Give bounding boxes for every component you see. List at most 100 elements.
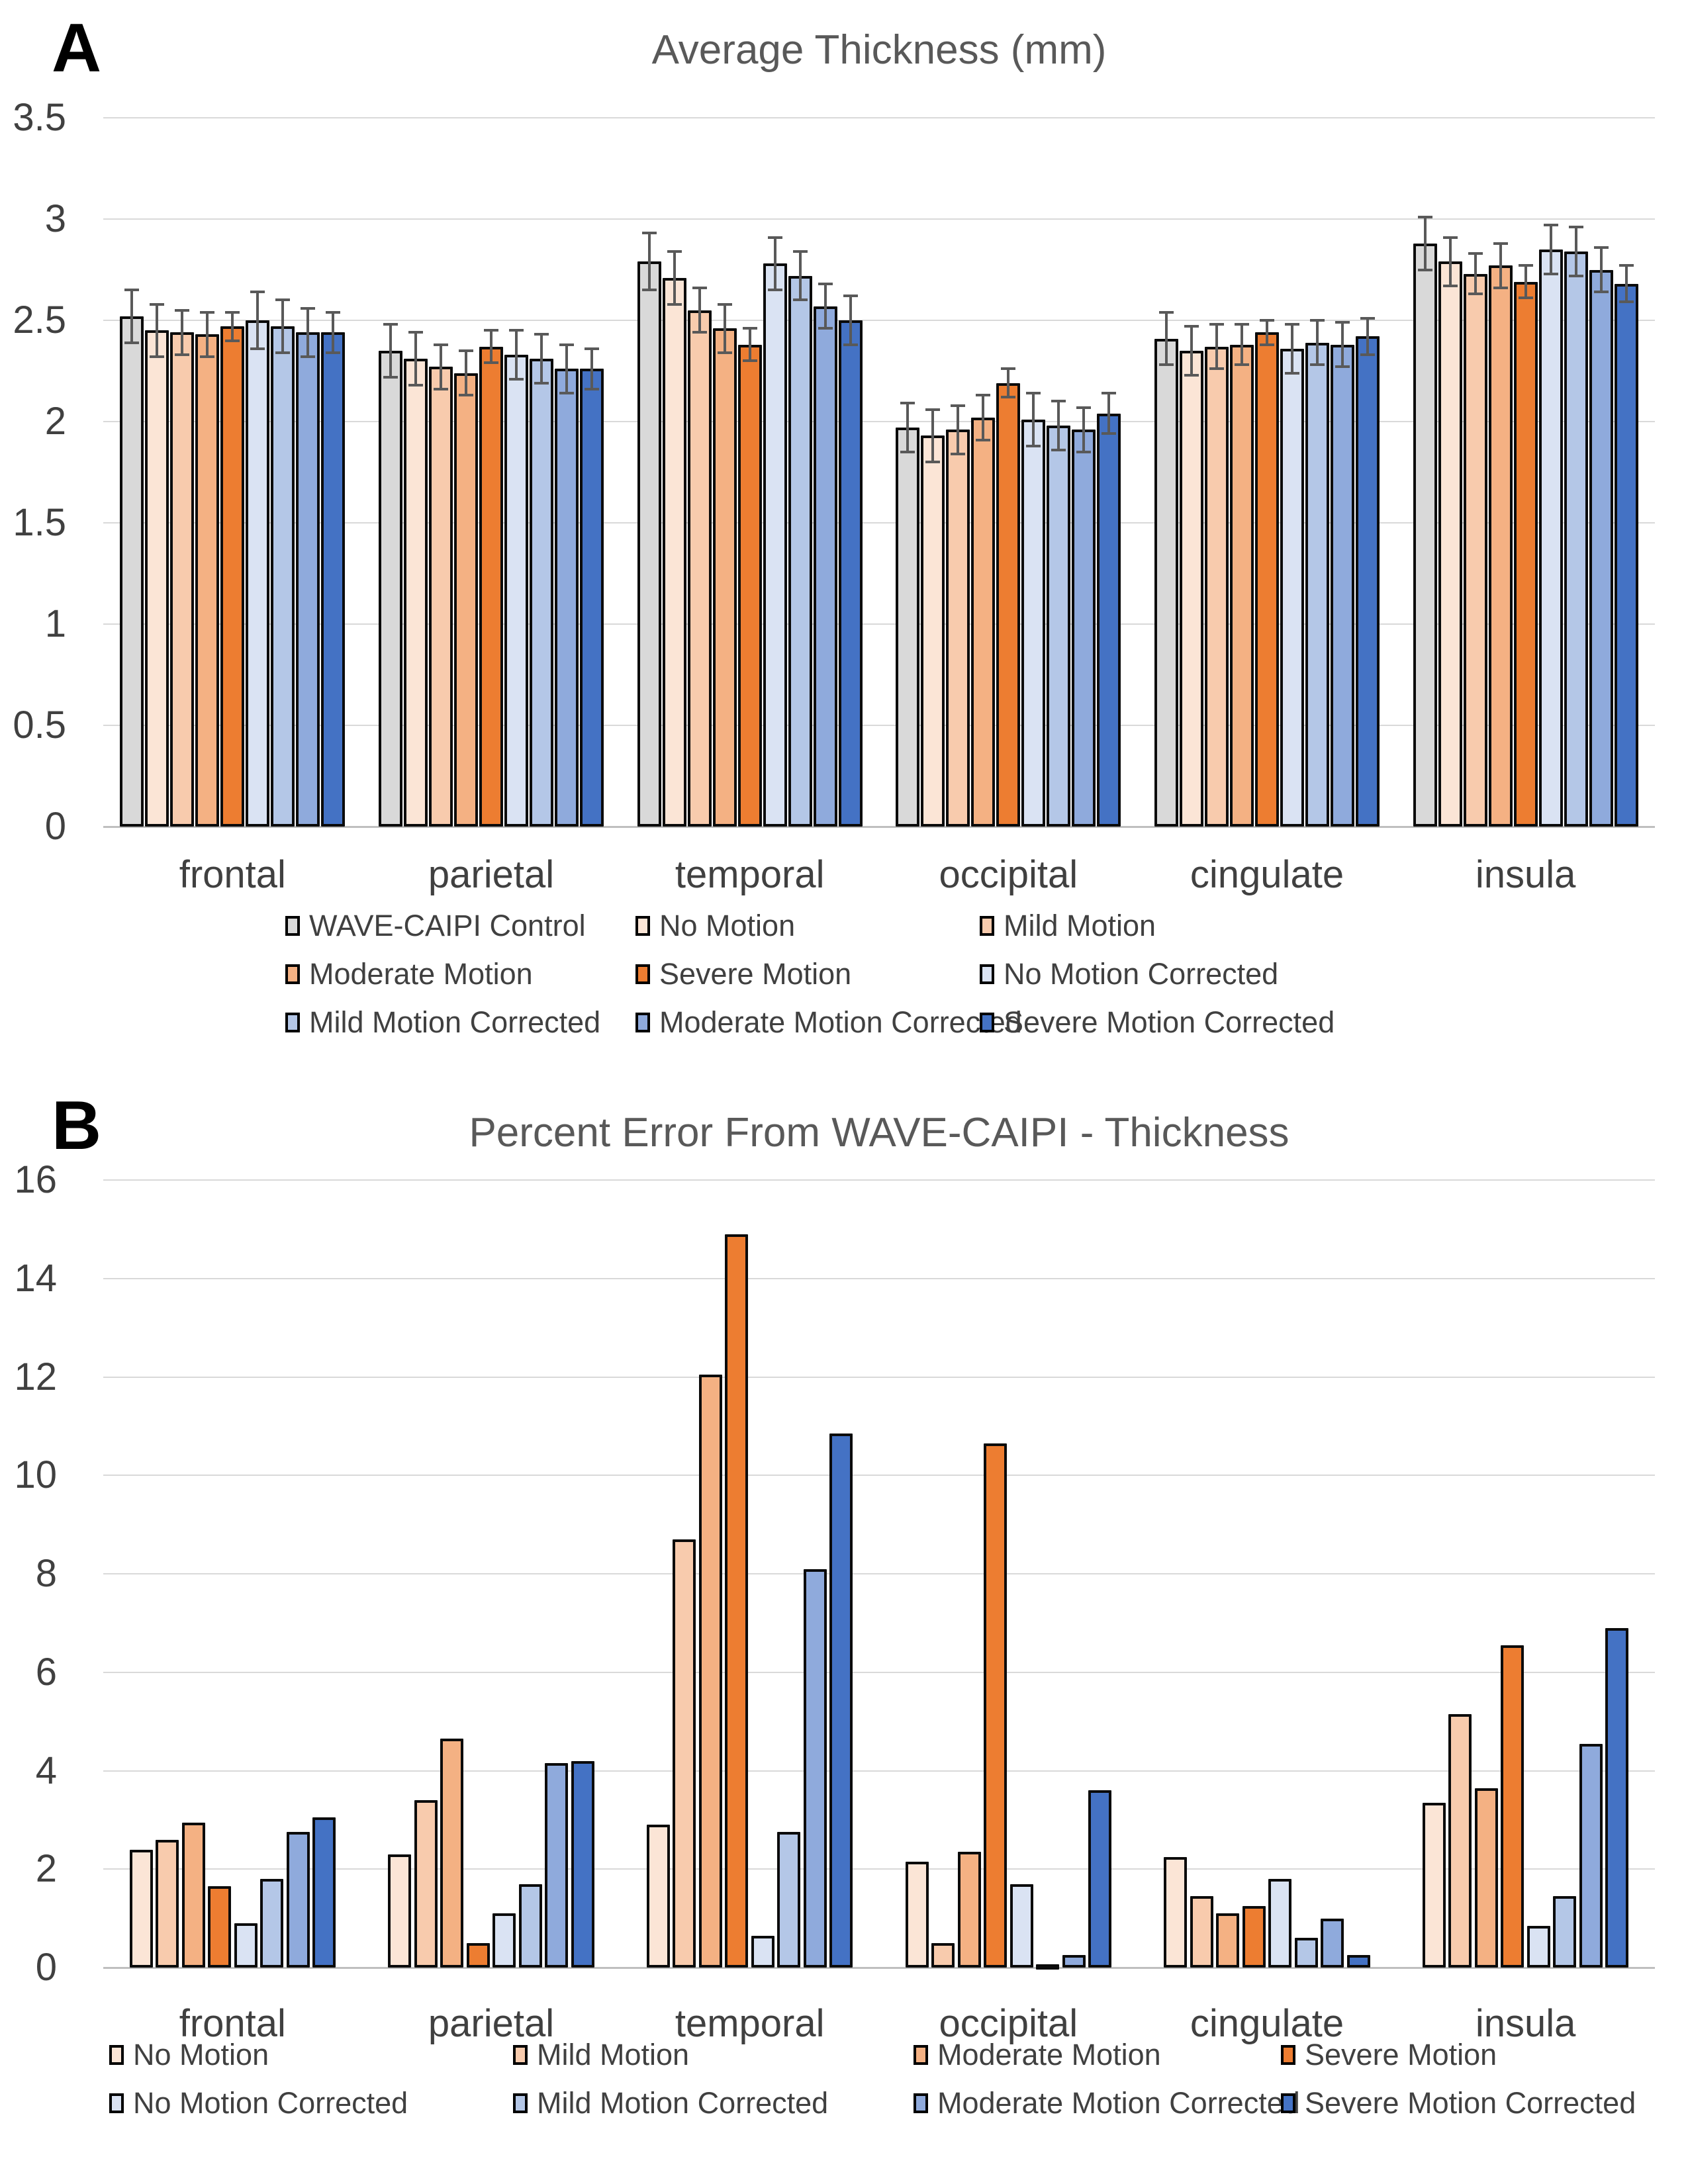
- bar-temporal-moderate-motion: [698, 1374, 722, 1968]
- bar-occipital-severe-motion-corrected: [1097, 413, 1121, 827]
- legend-label-mild-motion: Mild Motion: [1004, 909, 1156, 942]
- bar-frontal-severe-motion-corrected: [312, 1817, 336, 1968]
- bar-insula-severe-motion: [1501, 1645, 1524, 1968]
- error-bar-insula-moderate-motion-corrected: [1599, 247, 1603, 293]
- error-bar-cap-bottom: [976, 438, 991, 441]
- bar-temporal-wave-caipi-control: [637, 261, 661, 827]
- bar-temporal-severe-motion: [725, 1234, 749, 1968]
- error-bar-cap-bottom: [717, 351, 732, 354]
- y-axis-tick-label: 2.5: [13, 298, 66, 341]
- error-bar-occipital-wave-caipi-control: [906, 403, 910, 452]
- error-bar-cap-bottom: [484, 361, 498, 365]
- error-bar-cap-bottom: [1543, 272, 1558, 275]
- error-bar-frontal-wave-caipi-control: [130, 290, 134, 343]
- error-bar-cap-bottom: [383, 375, 398, 379]
- bar-parietal-no-motion-corrected: [492, 1913, 516, 1968]
- error-bar-cap-top: [1076, 406, 1092, 409]
- gridline: [103, 421, 1655, 422]
- bar-cingulate-severe-motion-corrected: [1356, 336, 1380, 827]
- bar-frontal-mild-motion-corrected: [271, 326, 295, 827]
- error-bar-cap-bottom: [434, 388, 448, 391]
- x-axis-label-insula: insula: [1475, 853, 1576, 896]
- bar-insula-severe-motion: [1513, 281, 1538, 827]
- y-axis-tick-label: 14: [14, 1256, 57, 1300]
- gridline: [103, 1671, 1655, 1673]
- y-axis-tick-label: 12: [14, 1355, 57, 1398]
- bar-temporal-severe-motion-corrected: [838, 320, 863, 827]
- legend-label-mild-motion: Mild Motion: [537, 2038, 690, 2071]
- error-bar-cap-bottom: [225, 339, 240, 342]
- error-bar-cap-top: [1209, 323, 1224, 326]
- legend-swatch-no-motion-corrected: [980, 964, 994, 984]
- bar-temporal-no-motion: [662, 277, 686, 827]
- error-bar-cap-bottom: [1360, 353, 1375, 357]
- bar-frontal-mild-motion: [170, 332, 195, 827]
- legend-label-no-motion-corrected: No Motion Corrected: [1004, 957, 1279, 991]
- bar-temporal-severe-motion: [737, 344, 762, 827]
- bar-parietal-no-motion: [404, 359, 428, 827]
- error-bar-cap-bottom: [1417, 268, 1432, 271]
- bar-occipital-severe-motion-corrected: [1088, 1790, 1112, 1968]
- legend-swatch-wave-caipi-control: [285, 916, 300, 936]
- error-bar-cap-top: [900, 402, 915, 405]
- error-bar-cap-bottom: [1260, 343, 1274, 346]
- bar-insula-no-motion-corrected: [1526, 1925, 1550, 1968]
- legend-swatch-severe-motion-corrected: [980, 1013, 994, 1032]
- bar-parietal-wave-caipi-control: [379, 350, 402, 827]
- error-bar-cap-bottom: [1493, 287, 1508, 290]
- error-bar-cap-bottom: [900, 450, 915, 453]
- y-axis-tick-label: 1.5: [13, 501, 66, 544]
- error-bar-cap-bottom: [1442, 284, 1458, 287]
- bar-frontal-severe-motion: [220, 326, 245, 827]
- bar-cingulate-no-motion-corrected: [1268, 1879, 1292, 1968]
- error-bar-cap-top: [1543, 224, 1558, 227]
- bar-occipital-no-motion: [905, 1862, 929, 1968]
- legend-label-no-motion: No Motion: [133, 2038, 269, 2071]
- bar-insula-no-motion: [1438, 261, 1462, 827]
- bar-occipital-no-motion-corrected: [1021, 419, 1046, 827]
- bar-cingulate-no-motion: [1164, 1856, 1188, 1968]
- error-bar-cap-top: [200, 310, 215, 314]
- y-axis-tick-label: 6: [35, 1650, 57, 1694]
- bar-frontal-mild-motion-corrected: [260, 1879, 284, 1968]
- error-bar-cap-top: [1260, 319, 1274, 322]
- y-axis-tick-label: 3.5: [13, 96, 66, 139]
- error-bar-cap-top: [1518, 264, 1533, 267]
- error-bar-temporal-no-motion-corrected: [773, 237, 776, 291]
- x-axis-label-frontal: frontal: [179, 853, 286, 896]
- error-bar-cap-bottom: [767, 289, 782, 292]
- error-bar-cap-bottom: [1518, 296, 1533, 300]
- error-bar-cap-top: [1102, 392, 1117, 395]
- error-bar-frontal-moderate-motion-corrected: [306, 308, 310, 357]
- legend-label-no-motion: No Motion: [659, 909, 796, 942]
- legend-swatch-severe-motion: [1281, 2045, 1295, 2065]
- error-bar-cap-bottom: [641, 289, 657, 292]
- bar-parietal-no-motion-corrected: [504, 355, 528, 827]
- error-bar-frontal-no-motion-corrected: [256, 292, 259, 349]
- error-bar-cap-top: [843, 295, 858, 298]
- error-bar-cap-bottom: [1102, 432, 1117, 435]
- legend-label-moderate-motion: Moderate Motion: [937, 2038, 1161, 2071]
- bar-temporal-mild-motion-corrected: [777, 1832, 801, 1968]
- bar-parietal-moderate-motion-corrected: [555, 369, 579, 827]
- error-bar-cap-top: [1442, 236, 1458, 239]
- error-bar-cap-top: [818, 282, 833, 285]
- y-axis-tick-label: 4: [35, 1749, 57, 1792]
- bar-occipital-no-motion-corrected: [1009, 1884, 1033, 1968]
- bar-occipital-moderate-motion: [957, 1852, 981, 1968]
- x-axis-line: [103, 1967, 1655, 1969]
- y-axis-tick-label: 0.5: [13, 704, 66, 747]
- error-bar-cap-top: [250, 291, 265, 294]
- error-bar-cap-bottom: [326, 351, 341, 354]
- error-bar-cap-top: [459, 349, 473, 352]
- error-bar-temporal-mild-motion-corrected: [798, 251, 802, 300]
- gridline: [103, 1475, 1655, 1477]
- legend-swatch-mild-motion: [980, 916, 994, 936]
- error-bar-cap-top: [225, 310, 240, 314]
- x-axis-label-occipital: occipital: [939, 853, 1078, 896]
- error-bar-cap-top: [692, 287, 707, 290]
- error-bar-cap-top: [1001, 367, 1016, 371]
- bar-temporal-no-motion-corrected: [751, 1935, 774, 1968]
